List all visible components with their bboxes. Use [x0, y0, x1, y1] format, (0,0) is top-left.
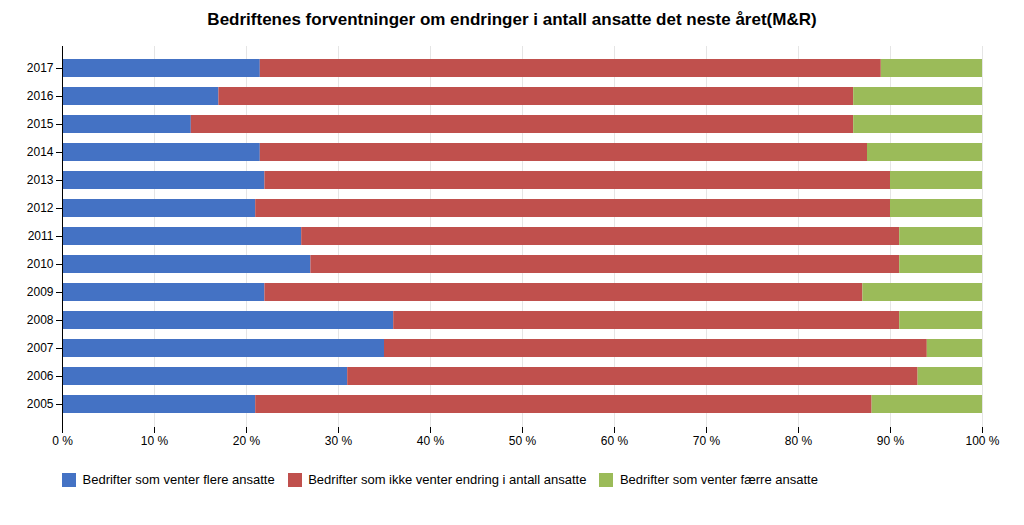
svg-text:20 %: 20 % [233, 434, 261, 448]
svg-text:70 %: 70 % [693, 434, 721, 448]
svg-text:2009: 2009 [27, 285, 54, 299]
html-text:Bedriftenes forventninger om e: Bedriftenes forventninger om endringer i… [207, 10, 817, 29]
svg-text:2015: 2015 [27, 117, 54, 131]
svg-text:2017: 2017 [27, 61, 54, 75]
svg-text:30 %: 30 % [325, 434, 353, 448]
svg-text:0 %: 0 % [52, 434, 73, 448]
svg-text:2008: 2008 [27, 313, 54, 327]
svg-text:2014: 2014 [27, 145, 54, 159]
svg-text:100 %: 100 % [965, 434, 999, 448]
svg-text:40 %: 40 % [417, 434, 445, 448]
svg-text:2007: 2007 [27, 341, 54, 355]
html-text:Bedrifter som ikke venter endr: Bedrifter som ikke venter endring i anta… [308, 472, 587, 487]
svg-text:2006: 2006 [27, 369, 54, 383]
svg-text:60 %: 60 % [601, 434, 629, 448]
svg-text:2005: 2005 [27, 397, 54, 411]
svg-text:50 %: 50 % [509, 434, 537, 448]
svg-text:2010: 2010 [27, 257, 54, 271]
svg-text:10 %: 10 % [141, 434, 169, 448]
svg-text:2016: 2016 [27, 89, 54, 103]
svg-text:80 %: 80 % [785, 434, 813, 448]
html-text:Bedrifter som venter færre ans: Bedrifter som venter færre ansatte [619, 472, 818, 487]
svg-text:2011: 2011 [28, 229, 54, 243]
svg-text:90 %: 90 % [877, 434, 905, 448]
html-text:Bedrifter som venter flere ans: Bedrifter som venter flere ansatte [82, 472, 275, 487]
svg-text:2013: 2013 [27, 173, 54, 187]
svg-text:2012: 2012 [27, 201, 54, 215]
